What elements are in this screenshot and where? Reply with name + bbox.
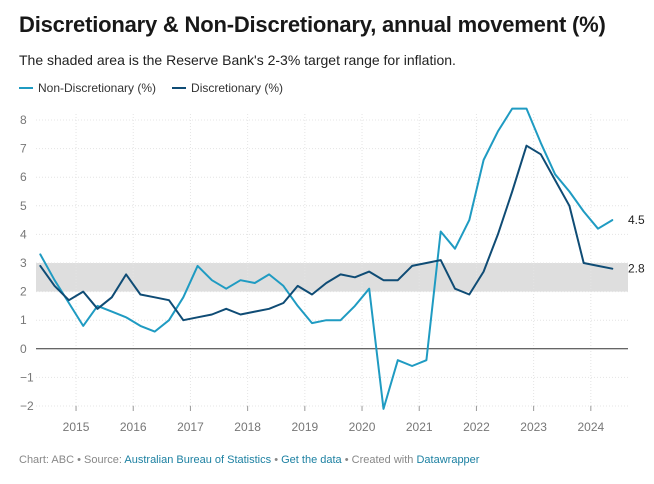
legend-swatch-discretionary	[172, 87, 187, 89]
series-line-non-discretionary	[39, 107, 614, 410]
x-tick-label: 2021	[406, 420, 433, 434]
legend-swatch-non-discretionary	[19, 87, 33, 89]
x-tick-label: 2017	[177, 420, 204, 434]
x-tick-label: 2015	[63, 420, 90, 434]
footer-chart-by: Chart: ABC	[19, 454, 75, 466]
y-tick-label: 3	[20, 256, 27, 270]
chart-title: Discretionary & Non-Discretionary, annua…	[19, 12, 606, 37]
get-data-link[interactable]: Get the data	[281, 454, 342, 466]
legend-item-discretionary: Discretionary (%)	[172, 81, 283, 95]
x-tick-label: 2019	[291, 420, 318, 434]
y-tick-label: 7	[20, 142, 27, 156]
end-label-non-discretionary: 4.5	[628, 213, 645, 227]
x-tick-label: 2018	[234, 420, 261, 434]
footer: Chart: ABC • Source: Australian Bureau o…	[19, 454, 480, 466]
x-tick-label: 2016	[120, 420, 147, 434]
y-tick-label: 8	[20, 113, 27, 127]
legend-label-non-discretionary: Non-Discretionary (%)	[38, 81, 157, 95]
legend-label-discretionary: Discretionary (%)	[191, 81, 284, 95]
y-tick-label: 6	[20, 170, 27, 184]
x-tick-label: 2023	[520, 420, 547, 434]
y-tick-label: 2	[20, 285, 27, 299]
y-tick-label: 4	[20, 227, 27, 241]
y-tick-label: −1	[20, 370, 34, 384]
x-tick-label: 2024	[577, 420, 604, 434]
y-tick-label: −2	[20, 399, 34, 413]
legend: Non-Discretionary (%) Discretionary (%)	[19, 81, 283, 95]
source-link[interactable]: Australian Bureau of Statistics	[124, 454, 272, 466]
end-label-discretionary: 2.8	[628, 262, 645, 276]
chart-subtitle: The shaded area is the Reserve Bank's 2-…	[19, 52, 456, 68]
y-tick-label: 1	[20, 313, 27, 327]
legend-item-non-discretionary: Non-Discretionary (%)	[19, 81, 156, 95]
series-line-discretionary	[39, 144, 614, 322]
footer-source-prefix: Source:	[84, 454, 122, 466]
footer-created-prefix: Created with	[351, 454, 414, 466]
x-tick-label: 2020	[349, 420, 376, 434]
y-tick-label: 5	[20, 199, 27, 213]
datawrapper-link[interactable]: Datawrapper	[416, 454, 480, 466]
x-tick-label: 2022	[463, 420, 490, 434]
y-tick-label: 0	[20, 342, 27, 356]
